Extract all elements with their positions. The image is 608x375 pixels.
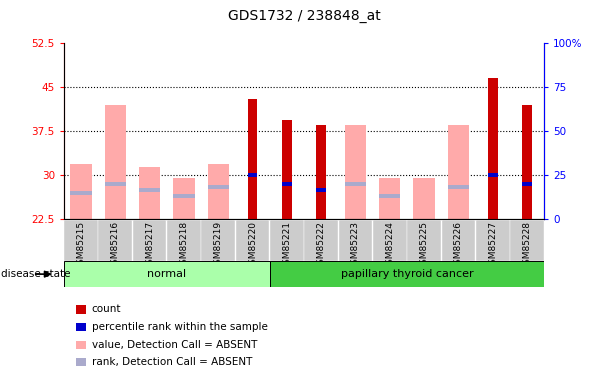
Bar — [345, 125, 366, 219]
Bar — [447, 125, 469, 219]
Bar — [339, 220, 372, 261]
Bar — [510, 220, 544, 261]
Bar — [379, 178, 401, 219]
Bar — [488, 78, 497, 219]
Bar — [139, 188, 161, 192]
Bar — [64, 261, 270, 287]
Text: GSM85216: GSM85216 — [111, 221, 120, 270]
Bar — [98, 220, 132, 261]
Bar — [476, 220, 510, 261]
Bar — [173, 194, 195, 198]
Bar — [236, 220, 269, 261]
Bar — [71, 191, 92, 195]
Bar — [316, 188, 326, 192]
Text: GSM85223: GSM85223 — [351, 221, 360, 270]
Text: GSM85228: GSM85228 — [522, 221, 531, 270]
Bar — [407, 220, 441, 261]
Text: GSM85227: GSM85227 — [488, 221, 497, 270]
Bar — [64, 220, 98, 261]
Bar — [173, 178, 195, 219]
Text: GSM85221: GSM85221 — [282, 221, 291, 270]
Text: GSM85224: GSM85224 — [385, 221, 394, 270]
Bar — [413, 178, 435, 219]
Text: GSM85222: GSM85222 — [317, 221, 326, 270]
Bar — [270, 261, 544, 287]
Bar — [373, 220, 407, 261]
Bar — [105, 105, 126, 219]
Text: GSM85217: GSM85217 — [145, 221, 154, 270]
Bar — [105, 182, 126, 186]
Text: normal: normal — [147, 269, 186, 279]
Bar — [316, 125, 326, 219]
Text: GDS1732 / 238848_at: GDS1732 / 238848_at — [227, 9, 381, 23]
Bar — [247, 99, 257, 219]
Text: value, Detection Call = ABSENT: value, Detection Call = ABSENT — [92, 340, 257, 350]
Bar — [447, 185, 469, 189]
Text: papillary thyroid cancer: papillary thyroid cancer — [340, 269, 473, 279]
Bar — [71, 164, 92, 219]
Text: GSM85226: GSM85226 — [454, 221, 463, 270]
Bar — [488, 173, 497, 177]
Bar — [522, 182, 532, 186]
Text: GSM85215: GSM85215 — [77, 221, 86, 270]
Text: count: count — [92, 304, 122, 314]
Text: GSM85218: GSM85218 — [179, 221, 188, 270]
Bar — [207, 185, 229, 189]
Bar — [305, 220, 338, 261]
Bar — [379, 194, 401, 198]
Bar — [270, 220, 303, 261]
Text: rank, Detection Call = ABSENT: rank, Detection Call = ABSENT — [92, 357, 252, 367]
Bar — [345, 182, 366, 186]
Bar — [522, 105, 532, 219]
Bar — [133, 220, 167, 261]
Bar — [282, 182, 292, 186]
Bar — [282, 120, 292, 219]
Bar — [139, 166, 161, 219]
Text: disease state: disease state — [1, 269, 71, 279]
Bar — [441, 220, 475, 261]
Text: GSM85225: GSM85225 — [420, 221, 429, 270]
Bar — [247, 173, 257, 177]
Bar — [167, 220, 201, 261]
Bar — [201, 220, 235, 261]
Text: GSM85220: GSM85220 — [248, 221, 257, 270]
Text: GSM85219: GSM85219 — [214, 221, 223, 270]
Text: percentile rank within the sample: percentile rank within the sample — [92, 322, 268, 332]
Bar — [207, 164, 229, 219]
